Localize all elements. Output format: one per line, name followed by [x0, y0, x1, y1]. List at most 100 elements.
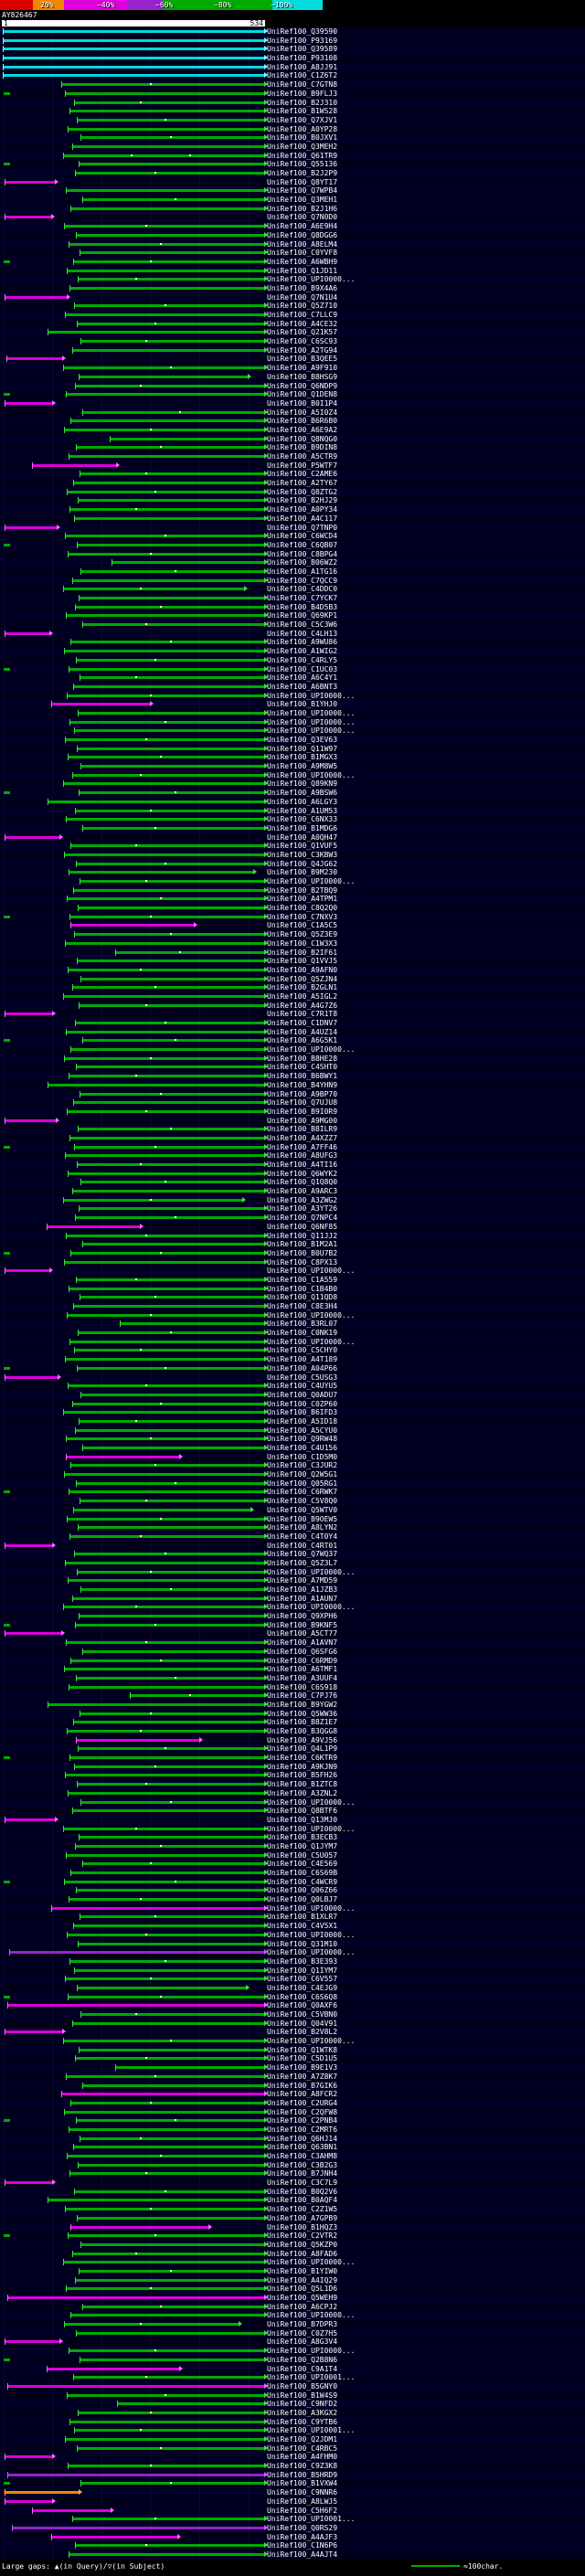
hit-label[interactable]: UniRef100_B9X4A6	[267, 283, 338, 292]
hit-label[interactable]: UniRef100_C3JUR2	[267, 1461, 338, 1470]
hit-pre-segment[interactable]	[4, 393, 10, 397]
hit-bar[interactable]	[64, 225, 265, 228]
hit-bar[interactable]	[81, 2242, 265, 2246]
hit-bar[interactable]	[5, 295, 68, 299]
hit-bar[interactable]	[69, 2234, 265, 2238]
hit-bar[interactable]	[71, 2314, 265, 2317]
hit-bar[interactable]	[69, 2349, 265, 2353]
hit-label[interactable]: UniRef100_UPI0000...	[267, 726, 356, 736]
hit-label[interactable]: UniRef100_Q7TNP0	[267, 523, 338, 532]
hit-bar[interactable]	[81, 340, 265, 344]
hit-bar[interactable]	[13, 2526, 265, 2529]
hit-label[interactable]: UniRef100_B1MGX3	[267, 753, 338, 762]
hit-label[interactable]: UniRef100_A7Z8K7	[267, 2072, 338, 2081]
hit-label[interactable]: UniRef100_C1A559	[267, 1275, 338, 1284]
hit-bar[interactable]	[77, 1986, 246, 1989]
hit-bar[interactable]	[115, 2066, 265, 2070]
hit-bar[interactable]	[73, 482, 265, 485]
hit-label[interactable]: UniRef100_Q04V91	[267, 2019, 338, 2028]
hit-bar[interactable]	[5, 2455, 53, 2459]
hit-label[interactable]: UniRef100_B2GLN1	[267, 983, 338, 992]
hit-label[interactable]: UniRef100_A6TMF1	[267, 1665, 338, 1674]
hit-bar[interactable]	[69, 2552, 265, 2556]
hit-label[interactable]: UniRef100_A7FF46	[267, 1142, 338, 1151]
hit-pre-segment[interactable]	[4, 1880, 10, 1883]
hit-label[interactable]: UniRef100_A9ARC3	[267, 1187, 338, 1196]
hit-label[interactable]: UniRef100_A3ZNL2	[267, 1788, 338, 1797]
hit-label[interactable]: UniRef100_C3AHM8	[267, 2152, 338, 2160]
hit-label[interactable]: UniRef100_C1N6P6	[267, 2541, 338, 2550]
hit-label[interactable]: UniRef100_Q69KP1	[267, 611, 338, 620]
hit-label[interactable]: UniRef100_C4EJG9	[267, 1983, 338, 1992]
hit-label[interactable]: UniRef100_B1W4S9	[267, 2390, 338, 2400]
hit-bar[interactable]	[48, 1083, 265, 1087]
hit-label[interactable]: UniRef100_Q11JJ2	[267, 1231, 338, 1240]
hit-label[interactable]: UniRef100_B0I1P4	[267, 398, 338, 408]
hit-label[interactable]: UniRef100_Q39590	[267, 27, 338, 36]
hit-label[interactable]: UniRef100_B9FLJ3	[267, 89, 338, 98]
hit-label[interactable]: UniRef100_A9VJ56	[267, 1735, 338, 1744]
hit-label[interactable]: UniRef100_A8G3V4	[267, 2337, 338, 2347]
hit-bar[interactable]	[69, 1384, 265, 1388]
hit-bar[interactable]	[78, 1128, 265, 1131]
hit-label[interactable]: UniRef100_UPI0000...	[267, 2347, 356, 2356]
hit-bar[interactable]	[72, 2252, 265, 2255]
hit-bar[interactable]	[10, 1951, 265, 1955]
hit-bar[interactable]	[73, 260, 265, 263]
hit-bar[interactable]	[80, 1003, 265, 1007]
hit-bar[interactable]	[72, 1809, 265, 1813]
hit-bar[interactable]	[71, 641, 265, 644]
hit-label[interactable]: UniRef100_Q4JG62	[267, 859, 338, 868]
hit-label[interactable]: UniRef100_Q5L1D6	[267, 2284, 338, 2294]
hit-bar[interactable]	[72, 348, 265, 352]
hit-pre-segment[interactable]	[4, 1756, 10, 1760]
hit-label[interactable]: UniRef100_Q11QD8	[267, 1293, 338, 1302]
hit-bar[interactable]	[81, 136, 265, 140]
hit-bar[interactable]	[80, 1836, 265, 1839]
hit-bar[interactable]	[69, 1075, 265, 1078]
hit-label[interactable]: UniRef100_UPI0001...	[267, 2515, 356, 2524]
hit-label[interactable]: UniRef100_UPI0000...	[267, 717, 356, 726]
hit-bar[interactable]	[69, 871, 253, 875]
hit-label[interactable]: UniRef100_A5CYU0	[267, 1426, 338, 1435]
hit-bar[interactable]	[73, 1101, 265, 1105]
hit-bar[interactable]	[70, 1340, 265, 1343]
hit-bar[interactable]	[5, 401, 53, 405]
hit-label[interactable]: UniRef100_B1VXW4	[267, 2479, 338, 2488]
hit-label[interactable]: UniRef100_B0U7B2	[267, 1248, 338, 1257]
hit-label[interactable]: UniRef100_Q6HJ14	[267, 2134, 338, 2143]
hit-label[interactable]: UniRef100_C2MRT6	[267, 2125, 338, 2134]
hit-label[interactable]: UniRef100_UPI0000...	[267, 1337, 356, 1346]
hit-label[interactable]: UniRef100_C0Z7H5	[267, 2328, 338, 2337]
hit-label[interactable]: UniRef100_Q39589	[267, 45, 338, 54]
hit-label[interactable]: UniRef100_A8JJ91	[267, 62, 338, 71]
hit-bar[interactable]	[83, 826, 265, 830]
hit-bar[interactable]	[69, 242, 265, 246]
hit-pre-segment[interactable]	[4, 91, 10, 95]
hit-bar[interactable]	[66, 2438, 265, 2441]
hit-label[interactable]: UniRef100_UPI0000...	[267, 1930, 356, 1939]
hit-bar[interactable]	[77, 1366, 265, 1370]
hit-bar[interactable]	[83, 1862, 265, 1866]
hit-label[interactable]: UniRef100_C4SHT0	[267, 1063, 338, 1072]
hit-bar[interactable]	[71, 1464, 265, 1468]
hit-bar[interactable]	[77, 2446, 265, 2450]
hit-label[interactable]: UniRef100_A6CPJ2	[267, 2302, 338, 2311]
hit-bar[interactable]	[80, 676, 265, 680]
hit-label[interactable]: UniRef100_Q31M10	[267, 1939, 338, 1948]
hit-label[interactable]: UniRef100_C6S69B	[267, 1869, 338, 1877]
hit-label[interactable]: UniRef100_C5CHY0	[267, 1346, 338, 1355]
hit-label[interactable]: UniRef100_Q5Z3L7	[267, 1558, 338, 1567]
hit-label[interactable]: UniRef100_UPI0000...	[267, 691, 356, 700]
hit-bar[interactable]	[80, 2358, 265, 2361]
hit-bar[interactable]	[69, 1579, 265, 1583]
hit-bar[interactable]	[78, 1331, 265, 1335]
hit-bar[interactable]	[74, 516, 265, 520]
hit-bar[interactable]	[70, 1136, 265, 1140]
hit-bar[interactable]	[83, 2305, 265, 2308]
hit-label[interactable]: UniRef100_B7JNH4	[267, 2169, 338, 2178]
hit-bar[interactable]	[68, 1109, 265, 1113]
hit-bar[interactable]	[71, 2225, 209, 2229]
hit-label[interactable]: UniRef100_C1W3X3	[267, 938, 338, 948]
hit-label[interactable]: UniRef100_B2HJ29	[267, 496, 338, 505]
